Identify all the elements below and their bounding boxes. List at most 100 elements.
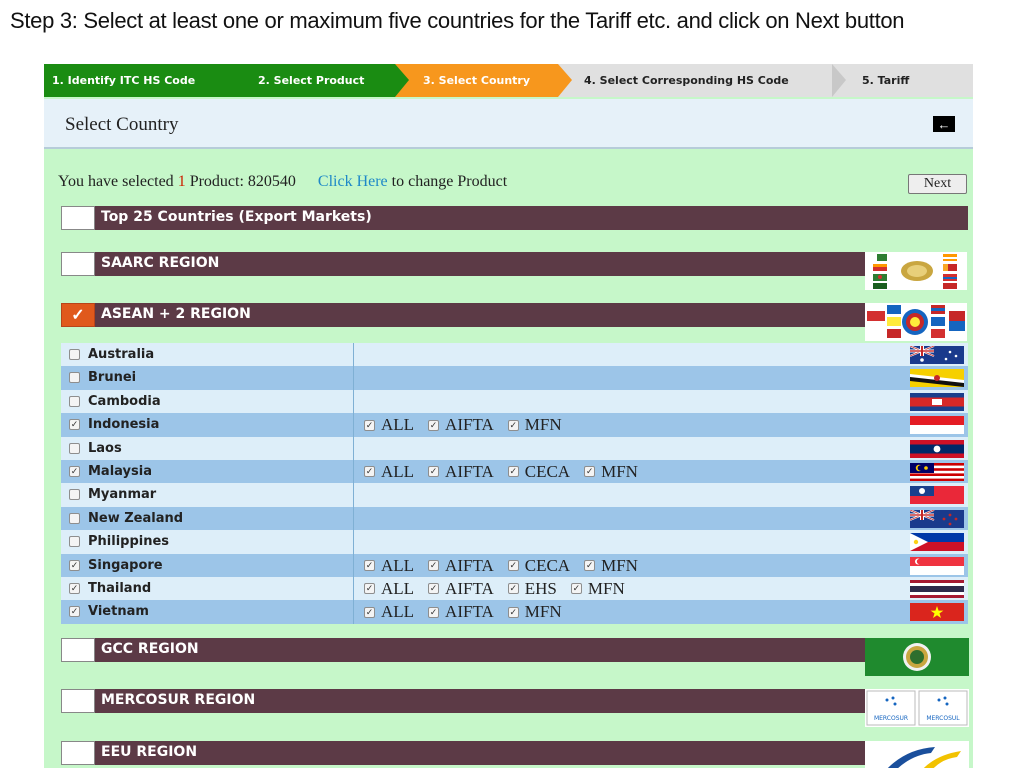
- wizard-steps: 1. Identify ITC HS Code 2. Select Produc…: [44, 64, 973, 97]
- tariff-option-checkbox[interactable]: ✓: [570, 583, 582, 595]
- tariff-option-mfn[interactable]: ✓ MFN: [507, 415, 562, 435]
- tariff-option-checkbox[interactable]: ✓: [428, 560, 440, 572]
- tariff-option-mfn[interactable]: ✓ MFN: [570, 579, 625, 599]
- tariff-option-checkbox[interactable]: ✓: [364, 583, 375, 595]
- tariff-option-label: CECA: [524, 461, 571, 481]
- region-saarc[interactable]: SAARC REGION: [61, 252, 868, 276]
- tariff-option-all[interactable]: ✓ ALL: [364, 579, 414, 599]
- tariff-option-checkbox[interactable]: ✓: [507, 583, 519, 595]
- tariff-option-checkbox[interactable]: ✓: [584, 466, 596, 478]
- tariff-option-checkbox[interactable]: ✓: [584, 560, 596, 572]
- tariff-options: ✓ ALL ✓ AIFTA ✓ MFN: [364, 415, 576, 435]
- tariff-option-checkbox[interactable]: ✓: [507, 560, 519, 572]
- region-top25[interactable]: Top 25 Countries (Export Markets): [61, 206, 968, 230]
- tariff-option-checkbox[interactable]: ✓: [364, 466, 375, 478]
- region-eeu[interactable]: EEU REGION: [61, 741, 868, 765]
- step-select-country[interactable]: 3. Select Country: [395, 64, 572, 97]
- country-checkbox-philippines[interactable]: [69, 536, 80, 548]
- tariff-option-aifta[interactable]: ✓ AIFTA: [428, 415, 494, 435]
- step-identify-itc-hs-code[interactable]: 1. Identify ITC HS Code: [44, 64, 244, 97]
- tariff-option-aifta[interactable]: ✓ AIFTA: [428, 462, 494, 482]
- back-button[interactable]: ←: [933, 116, 955, 132]
- country-checkbox-brunei[interactable]: [69, 372, 80, 384]
- country-row-philippines: Philippines: [61, 530, 968, 554]
- tariff-option-label: AIFTA: [445, 461, 494, 481]
- select-country-panel: 1. Identify ITC HS Code 2. Select Produc…: [44, 64, 973, 768]
- country-checkbox-vietnam[interactable]: ✓: [69, 606, 80, 618]
- region-asean-plus-2[interactable]: ✓ ASEAN + 2 REGION: [61, 303, 868, 327]
- tariff-option-checkbox[interactable]: ✓: [428, 583, 440, 595]
- country-name: Laos: [88, 440, 122, 456]
- flag-indonesia-icon: [910, 416, 964, 435]
- tariff-option-all[interactable]: ✓ ALL: [364, 415, 414, 435]
- tariff-option-checkbox[interactable]: ✓: [507, 606, 519, 618]
- tariff-option-checkbox[interactable]: ✓: [364, 606, 375, 618]
- tariff-option-all[interactable]: ✓ ALL: [364, 602, 414, 622]
- tariff-option-checkbox[interactable]: ✓: [364, 560, 375, 572]
- tariff-option-aifta[interactable]: ✓ AIFTA: [428, 602, 494, 622]
- region-saarc-checkbox[interactable]: [61, 252, 95, 276]
- country-cell: [61, 483, 354, 507]
- tariff-option-label: AIFTA: [445, 415, 494, 435]
- country-name: Australia: [88, 347, 155, 362]
- tariff-option-label: ALL: [381, 555, 415, 575]
- country-checkbox-laos[interactable]: [69, 442, 80, 454]
- tariff-option-checkbox[interactable]: ✓: [507, 466, 519, 478]
- tariff-option-checkbox[interactable]: ✓: [364, 419, 375, 431]
- country-checkbox-cambodia[interactable]: [69, 395, 80, 407]
- tariff-option-mfn[interactable]: ✓ MFN: [584, 556, 638, 576]
- tariff-option-mfn[interactable]: ✓ MFN: [507, 602, 562, 622]
- tariff-option-label: ALL: [381, 461, 415, 481]
- flag-laos-icon: [910, 439, 964, 458]
- region-asean-label: ASEAN + 2 REGION: [101, 306, 251, 322]
- tariff-option-ceca[interactable]: ✓ CECA: [507, 461, 571, 482]
- tariff-option-aifta[interactable]: ✓ AIFTA: [428, 579, 494, 599]
- flag-malaysia-icon: [910, 462, 964, 481]
- arrow-left-icon: ←: [937, 116, 951, 132]
- country-checkbox-thailand[interactable]: ✓: [69, 582, 80, 594]
- info-suffix: to change Product: [391, 173, 508, 190]
- tariff-option-checkbox[interactable]: ✓: [428, 419, 440, 431]
- region-mercosur[interactable]: MERCOSUR REGION: [61, 689, 868, 713]
- tariff-option-label: AIFTA: [445, 578, 494, 598]
- checkmark-icon: ✓: [71, 307, 85, 324]
- tariff-option-checkbox[interactable]: ✓: [428, 466, 440, 478]
- country-checkbox-singapore[interactable]: ✓: [69, 559, 80, 571]
- region-gcc[interactable]: GCC REGION: [61, 638, 868, 662]
- tariff-options: ✓ ALL ✓ AIFTA ✓ MFN: [364, 602, 576, 622]
- region-eeu-checkbox[interactable]: [61, 741, 95, 765]
- tariff-option-aifta[interactable]: ✓ AIFTA: [428, 556, 494, 576]
- change-product-link[interactable]: Click Here: [317, 173, 388, 190]
- step-tariff[interactable]: 5. Tariff: [832, 64, 973, 97]
- tariff-option-checkbox[interactable]: ✓: [428, 606, 440, 618]
- country-row-thailand: ✓ Thailand ✓ ALL ✓ AIFTA ✓ EHS ✓ MFN: [61, 576, 968, 601]
- country-checkbox-australia[interactable]: [69, 349, 80, 360]
- country-name: Brunei: [88, 370, 137, 386]
- country-cell: [61, 459, 354, 484]
- region-mercosur-checkbox[interactable]: [61, 689, 95, 713]
- step-select-corresponding-hs-code[interactable]: 4. Select Corresponding HS Code: [558, 64, 846, 97]
- country-checkbox-new-zealand[interactable]: [69, 512, 80, 524]
- region-saarc-label: SAARC REGION: [101, 255, 220, 271]
- flag-thailand-icon: [910, 579, 964, 598]
- country-checkbox-malaysia[interactable]: ✓: [69, 465, 80, 477]
- tariff-option-label: MFN: [524, 602, 562, 622]
- tariff-option-label: ALL: [381, 578, 415, 598]
- next-button[interactable]: Next: [908, 174, 967, 194]
- country-checkbox-myanmar[interactable]: [69, 489, 80, 501]
- country-row-laos: Laos: [61, 436, 968, 460]
- tariff-option-all[interactable]: ✓ ALL: [364, 462, 414, 482]
- tariff-option-all[interactable]: ✓ ALL: [364, 556, 414, 576]
- tariff-option-mfn[interactable]: ✓ MFN: [584, 462, 638, 482]
- region-top25-checkbox[interactable]: [61, 206, 95, 230]
- tariff-option-ehs[interactable]: ✓ EHS: [507, 579, 557, 599]
- country-checkbox-indonesia[interactable]: ✓: [69, 419, 80, 431]
- tariff-option-checkbox[interactable]: ✓: [507, 419, 519, 431]
- region-gcc-checkbox[interactable]: [61, 638, 95, 662]
- tariff-option-ceca[interactable]: ✓ CECA: [507, 556, 570, 576]
- country-name: Indonesia: [88, 417, 160, 433]
- region-asean-checkbox[interactable]: ✓: [61, 303, 95, 327]
- step-select-product[interactable]: 2. Select Product: [230, 64, 409, 97]
- tariff-options: ✓ ALL ✓ AIFTA ✓ CECA ✓ MFN: [364, 462, 652, 482]
- instruction-caption: Step 3: Select at least one or maximum f…: [10, 8, 905, 33]
